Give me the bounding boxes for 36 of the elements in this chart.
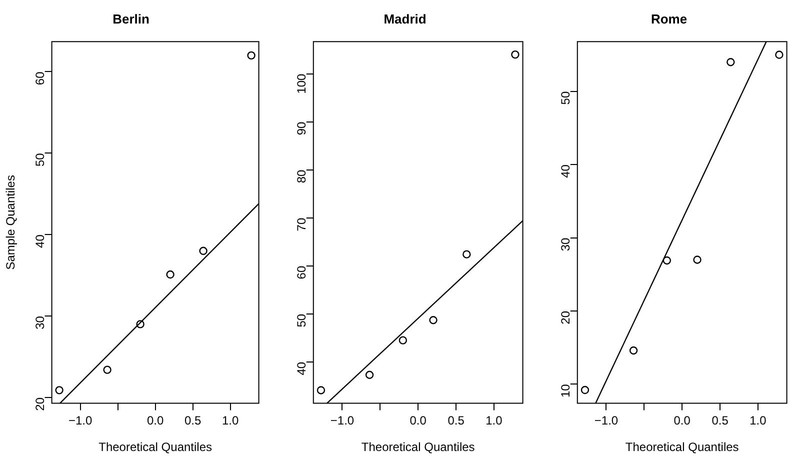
x-tick-label: 0.0 [410,414,427,428]
x-tick-label: 0.5 [712,414,729,428]
x-tick-label: 0.0 [146,414,164,428]
y-axis-title: Sample Quantiles [4,175,18,270]
y-tick-label: 40 [558,164,573,178]
x-tick-label: 1.0 [486,414,503,428]
y-tick-label: 20 [33,397,48,411]
y-tick-label: 50 [294,314,309,328]
x-axis-title: Theoretical Quantiles [625,440,739,454]
chart-title: Berlin [112,11,150,26]
x-tick-label: 0.5 [448,414,465,428]
y-tick-label: 60 [294,266,309,280]
y-tick-label: 70 [294,218,309,232]
y-tick-label: 90 [294,121,309,136]
y-tick-label: 10 [558,384,573,398]
x-tick-label: −1.0 [68,414,92,428]
y-tick-label: 30 [558,237,573,252]
y-tick-label: 50 [33,152,48,167]
y-tick-label: 40 [294,362,309,376]
y-tick-label: 60 [33,71,48,86]
y-tick-label: 80 [294,170,309,184]
x-tick-label: −1.0 [330,414,354,428]
x-tick-label: 1.0 [222,414,239,428]
x-axis-title: Theoretical Quantiles [98,440,212,454]
x-tick-label: −1.0 [594,414,618,428]
y-tick-label: 100 [294,73,309,94]
chart-title: Rome [650,11,688,26]
y-tick-label: 40 [33,234,48,248]
x-tick-label: 0.0 [674,414,691,428]
y-tick-label: 50 [558,91,573,105]
y-tick-label: 30 [33,316,48,330]
chart-title: Madrid [384,11,426,26]
x-axis-title: Theoretical Quantiles [361,440,475,454]
x-tick-label: 1.0 [750,414,767,428]
y-tick-label: 20 [558,310,573,324]
x-tick-label: 0.5 [184,414,202,428]
